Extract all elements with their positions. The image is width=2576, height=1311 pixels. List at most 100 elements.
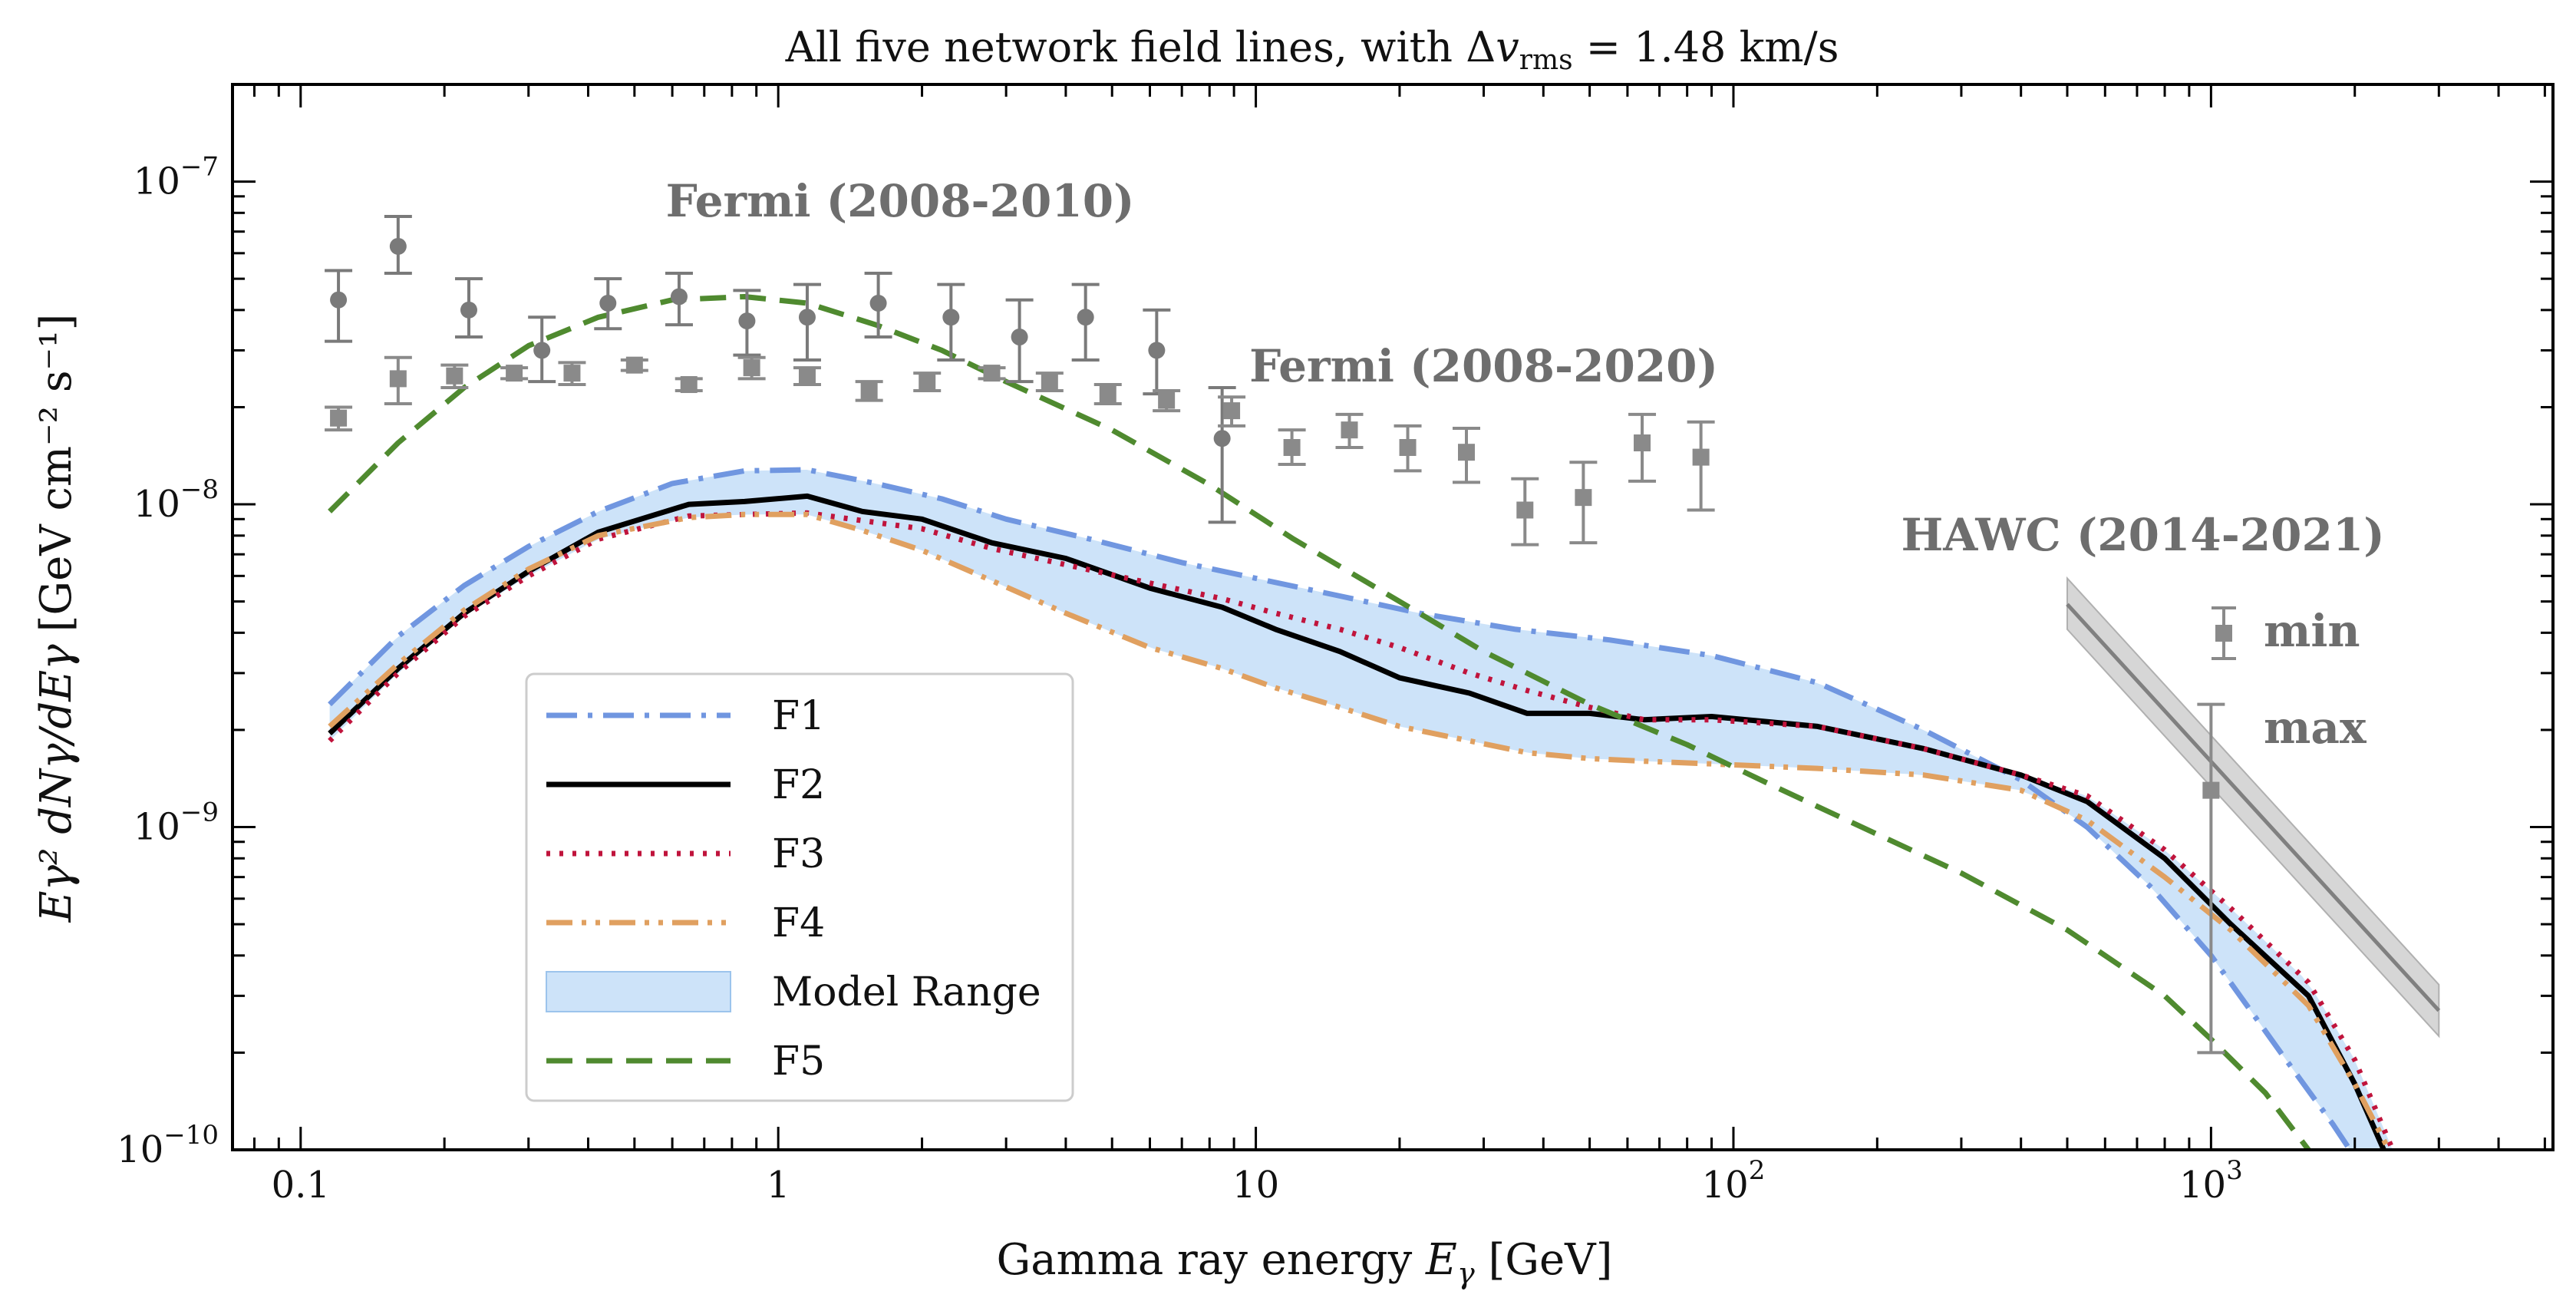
plot-frame <box>231 83 2555 1151</box>
model-range-band <box>329 470 2393 1150</box>
legend-label: F3 <box>772 831 825 877</box>
fermi-2008-2020-point <box>1335 412 1364 450</box>
fermi-2008-2020-point <box>675 376 703 394</box>
data-marker <box>330 409 348 427</box>
data-marker <box>942 309 960 326</box>
fermi-2008-2020-point <box>1511 477 1539 547</box>
fermi-2008-2010-point <box>1071 282 1100 362</box>
data-marker <box>625 356 643 374</box>
fermi-2008-2010-point <box>528 315 556 384</box>
fermi-2008-2020-point <box>1628 412 1657 483</box>
fermi-2008-2020-point <box>1035 372 1064 392</box>
data-marker <box>389 370 407 388</box>
fermi-2008-2020-point <box>978 365 1006 382</box>
fermi-2008-2010-point <box>1208 385 1236 524</box>
fermi-2008-2020-point <box>440 363 469 389</box>
data-marker <box>983 365 1001 382</box>
data-marker <box>798 367 816 385</box>
data-marker <box>1213 430 1231 447</box>
data-marker <box>460 301 477 319</box>
legend-swatch <box>546 971 731 1012</box>
hawc-min-max-key: min max <box>2212 605 2367 754</box>
data-marker <box>1692 448 1710 466</box>
fermi-2008-2020-point <box>384 355 412 405</box>
y-tick-label: 10−10 <box>117 1120 219 1171</box>
series-line-f2 <box>328 493 2386 1150</box>
hawc-max-label: max <box>2264 702 2367 754</box>
fermi-2008-2010-point <box>665 271 693 327</box>
chart-title: All five network field lines, with Δvrms… <box>785 23 1839 76</box>
fermi-2008-2020-point <box>855 380 883 402</box>
data-marker <box>330 291 348 309</box>
data-marker <box>1223 402 1241 420</box>
hawc-min-label: min <box>2264 605 2360 657</box>
legend-label: F1 <box>772 693 825 739</box>
data-marker <box>860 381 878 399</box>
data-marker <box>1341 421 1358 439</box>
fermi-2008-2010-point <box>793 282 821 362</box>
data-marker <box>533 342 551 359</box>
fermi-2008-2020-point <box>325 405 353 432</box>
y-axis-label: Eγ² dNγ/dEγ[GeV cm⁻² s⁻¹] <box>31 314 81 923</box>
fermi-2008-2020-point <box>793 366 821 387</box>
data-marker <box>1283 439 1301 457</box>
fermi-2008-2020-point <box>1218 395 1246 428</box>
data-marker <box>670 288 688 305</box>
data-source-label: HAWC (2014-2021) <box>1901 509 2384 561</box>
legend-label: Model Range <box>772 969 1041 1015</box>
legend-entry: F3 <box>546 831 825 877</box>
y-tick-label: 10−8 <box>134 474 219 526</box>
data-marker <box>738 312 756 330</box>
data-marker <box>869 294 887 312</box>
data-marker <box>599 294 617 312</box>
fermi-2008-2010-point <box>325 269 353 343</box>
fermi-2008-2010-point <box>594 277 622 331</box>
data-marker <box>1099 385 1116 403</box>
data-marker <box>2215 625 2232 642</box>
fermi-2008-2010-point <box>384 214 412 275</box>
fermi-2008-2020-point <box>620 356 648 374</box>
data-marker <box>798 309 816 326</box>
x-tick-label: 103 <box>2179 1155 2243 1207</box>
series-line-f3 <box>328 510 2396 1150</box>
data-marker <box>563 365 581 382</box>
data-marker <box>446 367 463 385</box>
fermi-2008-2020-point <box>1093 383 1122 405</box>
data-marker <box>1457 444 1475 461</box>
fermi-2008-2020-point <box>737 355 766 381</box>
data-marker <box>1516 501 1534 519</box>
data-marker <box>743 359 760 377</box>
data-marker <box>389 237 407 255</box>
fermi-2008-2020-point <box>1394 424 1422 473</box>
y-tick-label: 10−7 <box>134 152 219 203</box>
fermi-2008-2020-point <box>1687 420 1715 512</box>
x-axis-label: Gamma ray energy Eγ [GeV] <box>997 1235 1613 1290</box>
fermi-2008-2010-point <box>454 277 483 339</box>
data-marker <box>1041 373 1058 391</box>
series-line-f5 <box>328 294 2311 1150</box>
fermi-2008-2010-point <box>733 289 761 357</box>
fermi-2008-2020-point <box>913 372 942 392</box>
data-marker <box>2202 781 2220 799</box>
data-marker <box>1011 329 1028 346</box>
legend-label: F4 <box>772 900 825 946</box>
legend-label: F5 <box>772 1039 825 1085</box>
fermi-2008-2020-point <box>500 365 529 382</box>
legend-entry: F4 <box>546 900 825 946</box>
hawc-fit-line <box>2066 603 2441 1012</box>
fermi-2008-2010-point <box>864 271 892 339</box>
x-tick-label: 1 <box>767 1164 790 1207</box>
fermi-2008-2010-point <box>937 282 965 362</box>
legend-entry: Model Range <box>546 969 1041 1015</box>
data-marker <box>506 365 523 382</box>
legend: F1 F2 F3 F4 Model Range F5 <box>525 672 1074 1102</box>
legend-entry: F1 <box>546 693 825 739</box>
y-tick-label: 10−9 <box>134 797 219 849</box>
legend-entry: F2 <box>546 762 825 808</box>
legend-entry: F5 <box>546 1039 825 1085</box>
data-marker <box>1634 434 1651 452</box>
x-tick-label: 0.1 <box>272 1164 330 1207</box>
data-marker <box>1148 342 1166 359</box>
data-marker <box>1077 309 1094 326</box>
